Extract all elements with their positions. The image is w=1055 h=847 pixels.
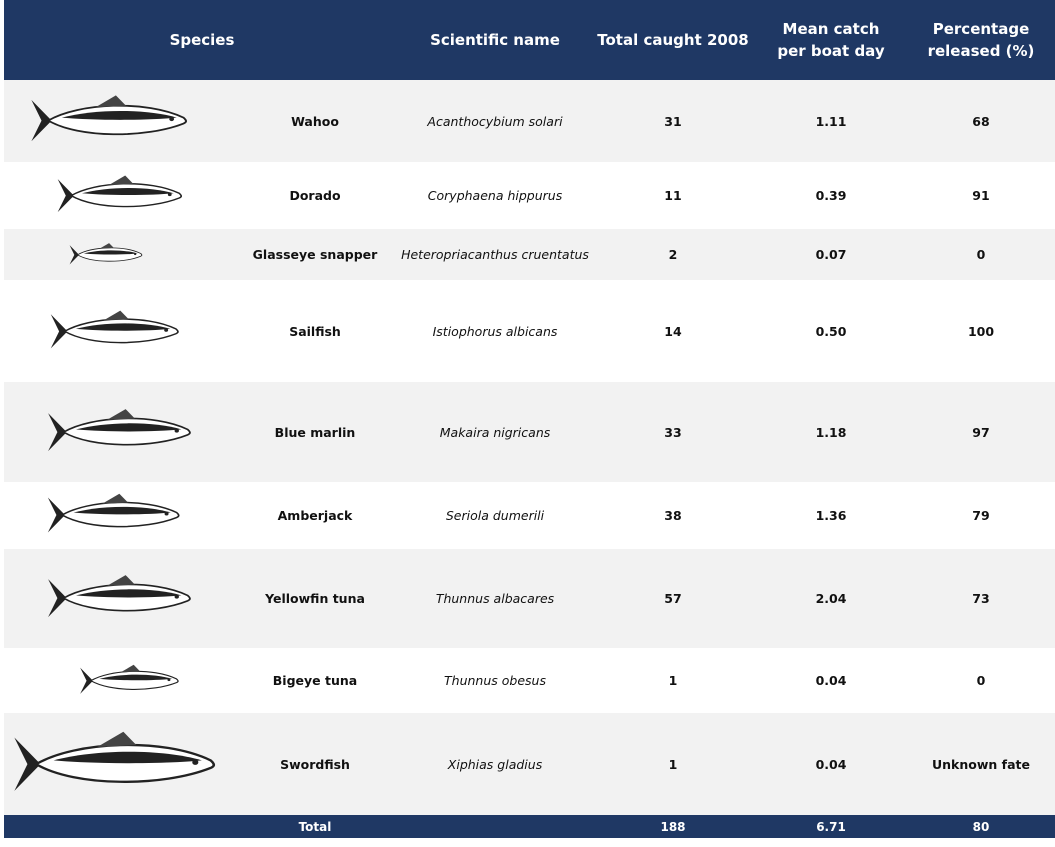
row-bg <box>4 280 1055 382</box>
fish-illustration <box>48 408 191 451</box>
table-cell: 0 <box>976 673 986 688</box>
row-bg <box>4 648 1055 713</box>
table-cell: Blue marlin <box>274 424 356 440</box>
total-cell: 80 <box>972 819 990 834</box>
fish-illustration <box>57 175 183 213</box>
header-cell: Percentage released (%) <box>927 20 1035 60</box>
header-cell: Scientific name <box>430 31 560 49</box>
table-cell: Seriola dumerili <box>445 508 545 523</box>
table-cell: 31 <box>664 113 682 129</box>
table-cell: Swordfish <box>280 756 350 772</box>
header-cell: Species <box>169 31 235 49</box>
fish-illustration <box>31 95 188 142</box>
table-cell: Thunnus obesus <box>444 673 546 688</box>
table-cell: 0.50 <box>815 323 847 339</box>
table-cell: Dorado <box>289 188 341 203</box>
total-bar <box>4 815 1055 838</box>
table-cell: Amberjack <box>277 508 353 523</box>
table-cell: Heteropriacanthus cruentatus <box>401 247 589 262</box>
table-cell: 68 <box>972 113 990 129</box>
table-cell: 2.04 <box>815 591 847 606</box>
table-cell: 0 <box>976 247 986 262</box>
table-cell: Yellowfin tuna <box>265 591 365 606</box>
table-cell: Thunnus albacares <box>435 591 555 606</box>
table-cell: 0.04 <box>815 673 847 688</box>
table-cell: 1.36 <box>815 508 847 523</box>
total-cell: Total <box>298 819 332 834</box>
total-cell: 188 <box>660 819 686 834</box>
table-cell: 0.07 <box>815 247 847 262</box>
table-cell: Makaira nigricans <box>439 424 551 440</box>
table-cell: 100 <box>967 323 995 339</box>
table-cell: Xiphias gladius <box>447 756 543 772</box>
fish-illustration <box>50 310 179 349</box>
fish-illustration <box>69 242 143 265</box>
table-cell: 1 <box>668 756 678 772</box>
table-cell: 2 <box>668 247 678 262</box>
table-cell: 1.11 <box>815 113 847 129</box>
table-cell: Wahoo <box>291 113 339 129</box>
table-cell: 97 <box>972 424 990 440</box>
table-cell: 1 <box>668 673 678 688</box>
table-cell: Coryphaena hippurus <box>427 188 563 203</box>
fish-illustration <box>47 494 180 534</box>
row-bg <box>4 229 1055 280</box>
table-cell: 11 <box>664 188 682 203</box>
table-cell: Acanthocybium solari <box>427 113 563 129</box>
table-cell: 91 <box>972 188 990 203</box>
table-cell: Unknown fate <box>932 756 1030 772</box>
table-cell: 38 <box>664 508 682 523</box>
fish-illustration <box>48 575 191 618</box>
table-cell: 1.18 <box>815 424 847 440</box>
table-cell: Istiophorus albicans <box>432 323 558 339</box>
table-cell: 57 <box>664 591 682 606</box>
table-cell: Bigeye tuna <box>272 673 358 688</box>
total-cell: 6.71 <box>816 819 846 834</box>
table-cell: 0.04 <box>815 756 847 772</box>
table-cell: Glasseye snapper <box>252 247 378 262</box>
fish-illustration <box>80 664 179 694</box>
header-cell: Mean catch per boat day <box>777 20 885 60</box>
table-cell: 79 <box>972 508 990 523</box>
table-cell: 33 <box>664 424 682 440</box>
fish-illustration <box>14 731 216 791</box>
header-bar <box>4 0 1055 80</box>
header-cell: Total caught 2008 <box>597 31 749 49</box>
table-cell: 0.39 <box>815 188 847 203</box>
table-cell: 73 <box>972 591 990 606</box>
table-cell: Sailfish <box>289 323 341 339</box>
table-cell: 14 <box>664 323 682 339</box>
